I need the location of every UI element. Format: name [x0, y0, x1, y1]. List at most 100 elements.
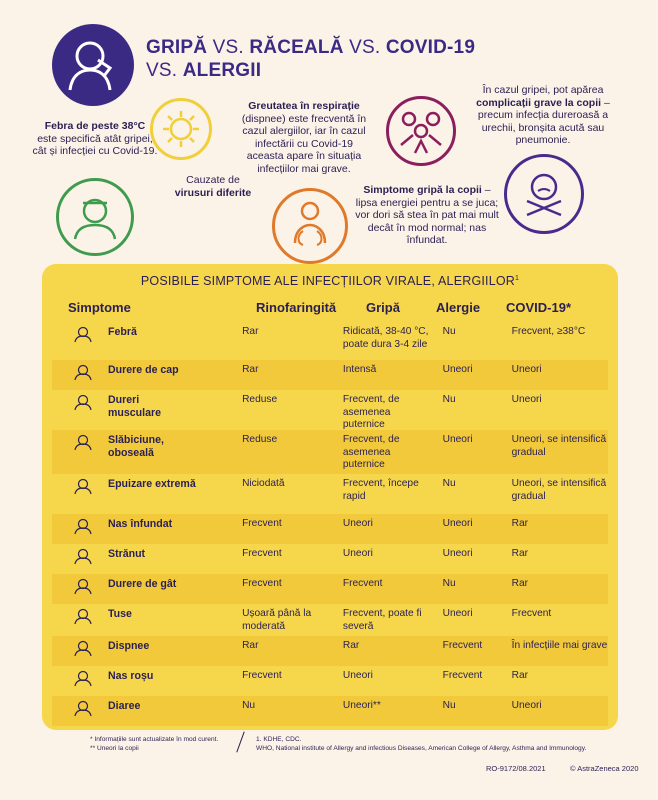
- cold-child-icon: [504, 154, 584, 234]
- header-rhinopharyngitis: Rinofaringită: [256, 300, 337, 315]
- header-covid: COVID-19*: [506, 300, 572, 315]
- virus-callout: Cauzate de virusuri diferite: [174, 174, 252, 199]
- red-nose-icon: [72, 669, 94, 687]
- table-row: Durere de cap Rar Intensă Uneori Uneori: [52, 360, 608, 390]
- headache-icon: [72, 363, 94, 381]
- footnote-sources: 1. KDHE, CDC. WHO, National institute of…: [256, 736, 587, 752]
- symptom-label: Nas înfundat: [108, 518, 173, 530]
- table-cell: Uneori: [442, 608, 473, 619]
- table-cell: Nu: [442, 326, 456, 337]
- symptom-label: Tuse: [108, 608, 132, 620]
- table-row: Nas înfundat Frecvent Uneori Uneori Rar: [52, 514, 608, 544]
- symptom-label: Slăbiciune, oboseală: [108, 434, 164, 459]
- table-cell: Frecvent, de asemenea puternice: [342, 434, 400, 470]
- copyright: © AstraZeneca 2020: [570, 764, 639, 773]
- dyspnea-callout: Greutatea în respirație (dispnee) este fr…: [241, 100, 367, 175]
- table-cell: Nu: [442, 394, 456, 405]
- toilet-icon: [72, 699, 94, 717]
- table-title: POSIBILE SIMPTOME ALE INFECȚIILOR VIRALE…: [140, 274, 520, 288]
- table-cell: Frecvent: [242, 670, 282, 681]
- table-row: Epuizare extremă Niciodată Frecvent, încep…: [52, 474, 608, 514]
- table-cell: Frecvent: [442, 640, 483, 651]
- fever-person-icon: [56, 178, 134, 256]
- table-cell: Uneori, se intensifică gradual: [511, 478, 607, 502]
- cough-icon: [72, 607, 94, 625]
- table-cell: Nu: [442, 578, 456, 589]
- table-cell: Reduse: [242, 434, 278, 445]
- kids-symptoms-callout: Simptome gripă la copii – lipsa energiei…: [355, 184, 499, 246]
- sick-person-icon: [52, 24, 134, 106]
- table-cell: Rar: [242, 640, 259, 651]
- table-cell: Uneori: [442, 364, 473, 375]
- table-cell: Uneori: [511, 394, 542, 405]
- table-cell: Nu: [442, 478, 456, 489]
- header-flu: Gripă: [366, 300, 400, 315]
- table-cell: Rar: [242, 326, 259, 337]
- table-cell: Frecvent: [242, 518, 282, 529]
- table-cell: Frecvent: [511, 608, 552, 619]
- table-cell: Nu: [442, 700, 456, 711]
- bed-icon: [72, 477, 94, 495]
- table-cell: Frecvent, începe rapid: [342, 478, 419, 502]
- table-cell: Uneori: [511, 700, 542, 711]
- table-cell: Uneori: [511, 364, 542, 375]
- document-code: RO-9172/08.2021: [486, 764, 546, 773]
- table-cell: Rar: [242, 364, 259, 375]
- complications-callout: În cazul gripei, pot apărea complicații g…: [476, 84, 610, 146]
- table-cell: Uneori: [342, 670, 373, 681]
- thermometer-icon: [72, 325, 94, 343]
- footnote-info: * Informațiile sunt actualizate în mod c…: [90, 736, 219, 752]
- table-row: Slăbiciune, oboseală Reduse Frecvent, de a…: [52, 430, 608, 474]
- symptom-label: Dispnee: [108, 640, 150, 652]
- table-cell: Ridicată, 38-40 °C, poate dura 3-4 zile: [342, 326, 429, 350]
- table-cell: Frecvent: [242, 548, 282, 559]
- symptom-label: Febră: [108, 326, 137, 338]
- table-cell: Frecvent, poate fi severă: [342, 608, 422, 632]
- page-title: GRIPĂ VS. RĂCEALĂ VS. COVID-19 VS. ALERG…: [146, 37, 476, 81]
- table-row: Diaree Nu Uneori** Nu Uneori: [52, 696, 608, 726]
- table-cell: Frecvent: [342, 578, 383, 589]
- fatigue-icon: [72, 433, 94, 451]
- table-cell: Uneori: [342, 548, 373, 559]
- table-row: Nas roșu Frecvent Uneori Frecvent Rar: [52, 666, 608, 696]
- table-cell: Uneori: [342, 518, 373, 529]
- kids-playing-icon: [386, 96, 456, 166]
- table-cell: Rar: [511, 670, 529, 681]
- table-cell: Rar: [511, 518, 529, 529]
- table-cell: Frecvent: [242, 578, 282, 589]
- table-cell: Frecvent: [442, 670, 483, 681]
- sore-throat-icon: [72, 577, 94, 595]
- table-row: Tuse Ușoară până la moderată Frecvent, poa…: [52, 604, 608, 636]
- symptom-label: Durere de cap: [108, 364, 179, 376]
- stuffy-nose-icon: [72, 517, 94, 535]
- table-row: Febră Rar Ridicată, 38-40 °C, poate dura 3…: [52, 322, 608, 360]
- header-allergy: Alergie: [436, 300, 481, 315]
- symptom-label: Nas roșu: [108, 670, 154, 682]
- table-row: Durere de gât Frecvent Frecvent Nu Rar: [52, 574, 608, 604]
- symptom-label: Dureri musculare: [108, 394, 161, 419]
- lungs-icon: [272, 188, 348, 264]
- header-symptoms: Simptome: [68, 300, 131, 315]
- table-row: Dureri musculare Reduse Frecvent, de aseme…: [52, 390, 608, 430]
- dyspnea-icon: [72, 639, 94, 657]
- table-cell: Uneori, se intensifică gradual: [511, 434, 607, 458]
- symptom-label: Strănut: [108, 548, 146, 560]
- table-cell: Niciodată: [242, 478, 285, 489]
- table-cell: Reduse: [242, 394, 278, 405]
- table-cell: Uneori: [442, 548, 473, 559]
- table-cell: În infecțiile mai grave: [511, 640, 608, 651]
- table-cell: Nu: [242, 700, 256, 711]
- table-cell: Uneori: [442, 518, 473, 529]
- table-row: Strănut Frecvent Uneori Uneori Rar: [52, 544, 608, 574]
- virus-icon: [150, 98, 212, 160]
- table-cell: Rar: [511, 578, 529, 589]
- table-cell: Ușoară până la moderată: [242, 608, 312, 632]
- table-cell: Uneori**: [342, 700, 381, 711]
- table-cell: Intensă: [342, 364, 377, 375]
- table-cell: Rar: [511, 548, 529, 559]
- table-cell: Rar: [342, 640, 360, 651]
- symptom-label: Diaree: [108, 700, 141, 712]
- table-cell: Uneori: [442, 434, 473, 445]
- symptoms-table: POSIBILE SIMPTOME ALE INFECȚIILOR VIRALE…: [42, 264, 618, 730]
- table-cell: Frecvent, de asemenea puternice: [342, 394, 400, 430]
